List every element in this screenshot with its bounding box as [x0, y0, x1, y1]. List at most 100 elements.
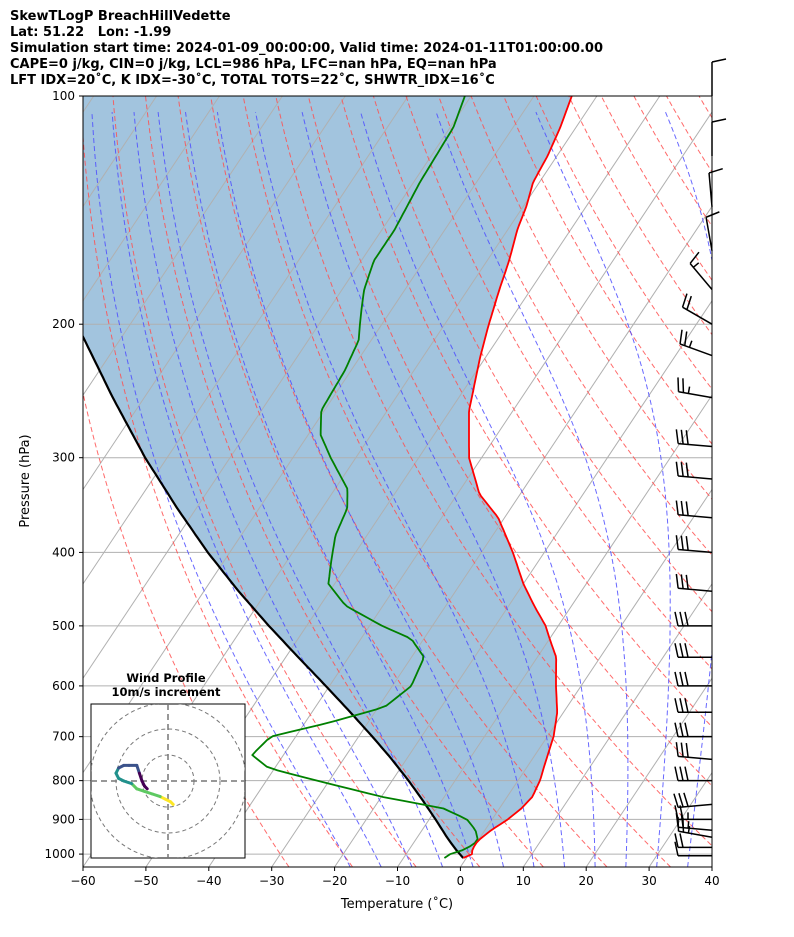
x-tick-label: 20 [579, 874, 594, 888]
moist-adiabat [133, 112, 413, 867]
wind-barb-staff [678, 755, 713, 761]
wind-barb-staff [678, 826, 713, 831]
wind-barb-flag [675, 535, 679, 550]
moist-adiabat [535, 111, 671, 867]
wind-barb-flag [679, 329, 683, 345]
dry-adiabat [307, 96, 712, 787]
wind-barb-flag [679, 671, 684, 687]
wind-barb-staff [678, 514, 713, 519]
chart-title-block: SkewTLogP BreachHillVedette Lat: 51.22 L… [10, 9, 603, 89]
y-tick-label: 100 [52, 89, 75, 103]
axes: −60 −50 −40 −30 −20 −10 0 10 20 30 40 1000 900 800 700… [44, 89, 719, 888]
dry-adiabat [242, 96, 671, 867]
wind-barb-flag [682, 378, 685, 393]
grid-line-isotherm [271, 205, 712, 867]
stability-line: LFT IDX=20˚C, K IDX=-30˚C, TOTAL TOTS=22… [10, 73, 495, 88]
wind-barb-flag [708, 167, 723, 174]
parcel-line [83, 334, 465, 859]
wind-barb-staff [689, 262, 713, 291]
y-tick-label: 300 [52, 451, 75, 465]
wind-barb-flag [681, 293, 688, 308]
dry-adiabat [438, 96, 712, 556]
dry-adiabat [698, 96, 712, 119]
wind-barb [674, 671, 712, 687]
wind-barb-flag [685, 501, 689, 516]
dry-adiabat [503, 96, 712, 445]
wind-barb-flag [674, 722, 679, 737]
wind-barb-flag [674, 766, 679, 781]
dry-adiabat [600, 96, 712, 282]
moist-adiabat [360, 111, 596, 867]
grid-line-isotherm [334, 299, 712, 867]
wind-barb-flag [680, 535, 684, 550]
grid-line-isotherm [522, 582, 712, 867]
y-tick-label: 1000 [44, 847, 75, 861]
wind-barb-staff [678, 803, 713, 809]
wind-barb [679, 329, 713, 357]
wind-barb-flag [685, 574, 689, 590]
wind-barb-flag [680, 742, 684, 757]
location-line: Lat: 51.22 Lon: -1.99 [10, 25, 172, 40]
indices-line: CAPE=0 j/kg, CIN=0 j/kg, LCL=986 hPa, LF… [10, 57, 497, 72]
wind-barb-flag [674, 643, 679, 658]
grid-line-isotherm [83, 96, 220, 302]
moist-adiabat [91, 112, 351, 867]
x-tick-label: 0 [457, 874, 465, 888]
wind-barb-flag [675, 461, 679, 477]
wind-barb-flag [705, 211, 720, 218]
time-line: Simulation start time: 2024-01-09_00:00:… [10, 41, 603, 56]
wind-barb [675, 500, 713, 519]
temperature-line [462, 96, 573, 859]
cin-shade [83, 96, 572, 858]
wind-barb [675, 535, 713, 554]
x-tick-label: 30 [641, 874, 656, 888]
wind-barb-flag [679, 643, 684, 658]
wind-barb-flag [674, 833, 679, 848]
wind-barb-flag [684, 671, 689, 687]
wind-barb [674, 643, 712, 659]
wind-barb [674, 611, 712, 627]
wind-barb-flag [675, 500, 679, 515]
dry-adiabat [764, 96, 794, 867]
wind-barbs [673, 58, 727, 857]
wind-barb-flag [685, 536, 689, 551]
wind-barb [675, 461, 713, 480]
wind-barb-flag [711, 118, 727, 123]
moist-adiabat [301, 111, 565, 867]
y-tick-label: 900 [52, 812, 75, 826]
inset-title: 10m/s increment [112, 685, 221, 699]
dry-adiabat [145, 96, 481, 867]
profile-lines [83, 96, 573, 859]
cape-cin-shading [83, 96, 572, 858]
dry-adiabat [83, 390, 290, 867]
wind-barb-half [687, 826, 691, 834]
wind-barb-flag [684, 698, 689, 713]
wind-barb-staff [678, 548, 713, 554]
y-tick-label: 800 [52, 774, 75, 788]
wind-barb [689, 251, 713, 291]
wind-barb-flag [678, 793, 684, 808]
grid-line-isotherm [83, 96, 283, 397]
inset-title: Wind Profile [126, 671, 206, 685]
grid-line-isotherm [585, 677, 712, 867]
x-tick-label: −60 [70, 874, 95, 888]
dry-adiabat [177, 96, 544, 867]
wind-barb-half [688, 340, 693, 348]
wind-barb-flag [674, 611, 679, 627]
grid-line-isotherm [711, 866, 712, 867]
wind-barb-flag [679, 611, 684, 627]
x-tick-label: −30 [259, 874, 284, 888]
wind-barb-flag [679, 833, 684, 848]
grid-line-isotherm [648, 771, 712, 867]
wind-barb-flag [680, 462, 684, 477]
wind-barb-staff [705, 217, 713, 251]
wind-barb [711, 118, 727, 157]
wind-barb-flag [674, 805, 679, 820]
grid-line-isotherm [83, 96, 472, 680]
moist-adiabat [255, 112, 535, 867]
wind-barb-flag [675, 573, 679, 589]
wind-barb-flag [685, 462, 689, 477]
dry-adiabat [210, 96, 608, 867]
